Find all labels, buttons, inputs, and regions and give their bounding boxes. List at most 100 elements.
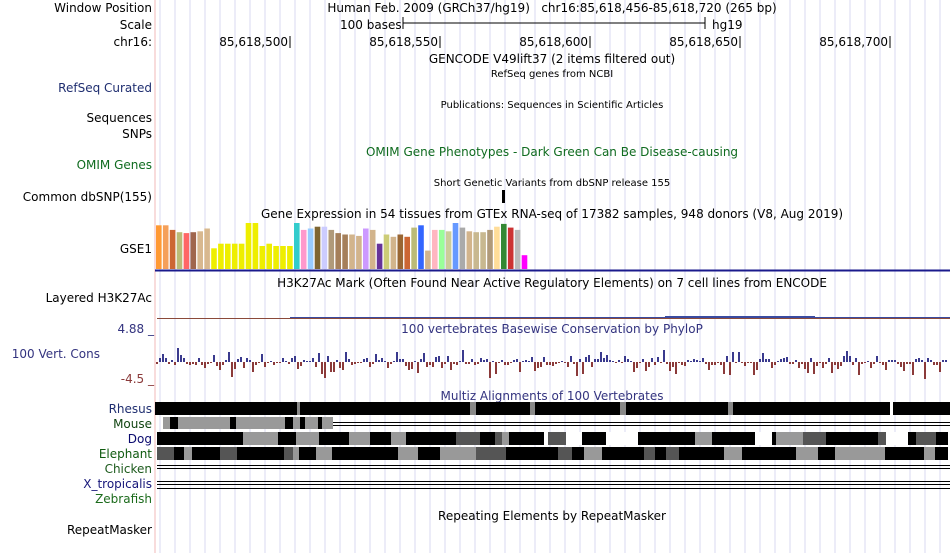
gtex-tissue-bar[interactable] — [452, 223, 459, 269]
gtex-tissue-bar[interactable] — [473, 232, 479, 269]
phylop-bar — [840, 362, 842, 366]
gtex-tissue-bar[interactable] — [432, 229, 438, 269]
gtex-tissue-bar[interactable] — [383, 234, 390, 270]
species-label-dog[interactable]: Dog — [128, 432, 152, 446]
species-label-chicken[interactable]: Chicken — [105, 462, 152, 476]
gtex-tissue-bar[interactable] — [238, 243, 245, 269]
gtex-tissue-bar[interactable] — [169, 229, 176, 269]
gtex-tissue-bar[interactable] — [225, 243, 231, 269]
gtex-tissue-bar[interactable] — [218, 243, 224, 269]
phylop-bar — [861, 362, 863, 364]
gtex-tissue-bar[interactable] — [321, 226, 328, 269]
gtex-tissue-bar[interactable] — [211, 248, 217, 269]
gtex-tissue-bar[interactable] — [425, 250, 431, 269]
gtex-tissue-bar[interactable] — [328, 229, 335, 269]
gtex-tissue-bar[interactable] — [259, 246, 266, 269]
gtex-tissue-bar[interactable] — [273, 246, 279, 269]
gtex-tissue-bar[interactable] — [183, 233, 190, 269]
gtex-tissue-bar[interactable] — [156, 225, 162, 269]
refseq-track-title[interactable]: RefSeq genes from NCBI — [491, 69, 613, 80]
gtex-bar-chart[interactable] — [156, 223, 528, 270]
phylop-bar — [237, 359, 239, 362]
gtex-tissue-bar[interactable] — [390, 236, 397, 269]
ruler[interactable]: 85,618,500 85,618,550 85,618,600 85,618,… — [219, 35, 891, 49]
gtex-tissue-bar[interactable] — [459, 227, 466, 269]
gtex-tissue-bar[interactable] — [266, 243, 272, 269]
sequences-track-label[interactable]: Sequences — [87, 111, 152, 125]
omim-track-label[interactable]: OMIM Genes — [77, 158, 152, 172]
gtex-tissue-bar[interactable] — [466, 231, 473, 269]
gtex-tissue-bar[interactable] — [480, 232, 486, 269]
refseq-track-label[interactable]: RefSeq Curated — [58, 81, 152, 95]
publications-track-title[interactable]: Publications: Sequences in Scientific Ar… — [441, 100, 664, 111]
gtex-tissue-bar[interactable] — [314, 226, 321, 269]
gtex-tissue-bar[interactable] — [349, 234, 355, 270]
repeatmasker-track-title[interactable]: Repeating Elements by RepeatMasker — [438, 509, 666, 523]
gtex-tissue-bar[interactable] — [487, 229, 493, 269]
gtex-tissue-bar[interactable] — [300, 229, 307, 269]
gtex-tissue-bar[interactable] — [245, 223, 252, 269]
gtex-tissue-bar[interactable] — [280, 246, 286, 269]
gtex-tissue-bar[interactable] — [231, 243, 238, 269]
gtex-track-label[interactable]: GSE1 — [120, 242, 152, 256]
ruler-tick-label: 85,618,650 — [669, 35, 738, 49]
gtex-tissue-bar[interactable] — [356, 235, 362, 269]
gtex-tissue-bar[interactable] — [369, 229, 376, 269]
gencode-track-title[interactable]: GENCODE V49lift37 (2 items filtered out) — [429, 52, 675, 66]
gtex-tissue-bar[interactable] — [411, 227, 417, 269]
species-label-rhesus[interactable]: Rhesus — [109, 402, 152, 416]
snps-track-label[interactable]: SNPs — [122, 127, 152, 141]
phylop-bar — [867, 361, 869, 362]
phylop-track-label[interactable]: 100 Vert. Cons — [12, 347, 100, 361]
gtex-tissue-bar[interactable] — [176, 232, 183, 269]
gtex-tissue-bar[interactable] — [342, 234, 348, 270]
alignment-block — [712, 432, 734, 445]
gtex-tissue-bar[interactable] — [252, 223, 259, 269]
alignment-block — [695, 432, 712, 445]
gtex-tissue-bar[interactable] — [501, 223, 507, 269]
gtex-tissue-bar[interactable] — [287, 246, 293, 269]
gtex-tissue-bar[interactable] — [445, 231, 452, 269]
gtex-tissue-bar[interactable] — [197, 231, 203, 269]
gtex-tissue-bar[interactable] — [507, 227, 514, 269]
species-label-elephant[interactable]: Elephant — [99, 447, 152, 461]
phylop-bar-graph[interactable] — [156, 348, 947, 379]
species-label-zebrafish[interactable]: Zebrafish — [95, 492, 152, 506]
gtex-tissue-bar[interactable] — [494, 226, 500, 269]
species-label-mouse[interactable]: Mouse — [113, 417, 152, 431]
dbsnp-track-label[interactable]: Common dbSNP(155) — [23, 190, 152, 204]
gtex-track-title[interactable]: Gene Expression in 54 tissues from GTEx … — [261, 207, 843, 221]
phylop-bar — [285, 361, 287, 362]
gtex-tissue-bar[interactable] — [514, 229, 521, 269]
phylop-bar — [411, 362, 413, 369]
omim-track-title[interactable]: OMIM Gene Phenotypes - Dark Green Can Be… — [366, 145, 738, 159]
gtex-tissue-bar[interactable] — [190, 232, 197, 269]
gtex-tissue-bar[interactable] — [307, 228, 314, 270]
phylop-track-title[interactable]: 100 vertebrates Basewise Conservation by… — [401, 322, 703, 336]
dbsnp-variant[interactable] — [502, 190, 505, 203]
gtex-tissue-bar[interactable] — [335, 233, 341, 269]
phylop-bar — [705, 362, 707, 364]
phylop-bar — [744, 362, 746, 366]
phylop-bar — [672, 362, 674, 367]
species-label-x-tropicalis[interactable]: X_tropicalis — [83, 477, 152, 491]
gtex-tissue-bar[interactable] — [404, 236, 410, 269]
multiz-track-title[interactable]: Multiz Alignments of 100 Vertebrates — [440, 389, 663, 403]
multiz-alignment-blocks[interactable] — [155, 402, 950, 489]
gtex-tissue-bar[interactable] — [397, 234, 404, 270]
phylop-bar — [372, 362, 374, 364]
gtex-tissue-bar[interactable] — [204, 228, 210, 270]
dbsnp-track-title[interactable]: Short Genetic Variants from dbSNP releas… — [434, 178, 671, 189]
gtex-tissue-bar[interactable] — [294, 223, 300, 269]
gtex-tissue-bar[interactable] — [438, 229, 445, 269]
gtex-tissue-bar[interactable] — [162, 225, 169, 269]
gtex-tissue-bar[interactable] — [521, 255, 528, 269]
h3k27ac-track-title[interactable]: H3K27Ac Mark (Often Found Near Active Re… — [277, 276, 827, 290]
gtex-tissue-bar[interactable] — [418, 225, 424, 269]
phylop-bar — [225, 360, 227, 362]
repeatmasker-track-label[interactable]: RepeatMasker — [67, 523, 152, 537]
h3k27ac-track-label[interactable]: Layered H3K27Ac — [46, 291, 152, 305]
gtex-tissue-bar[interactable] — [376, 243, 383, 269]
gtex-tissue-bar[interactable] — [363, 228, 369, 270]
